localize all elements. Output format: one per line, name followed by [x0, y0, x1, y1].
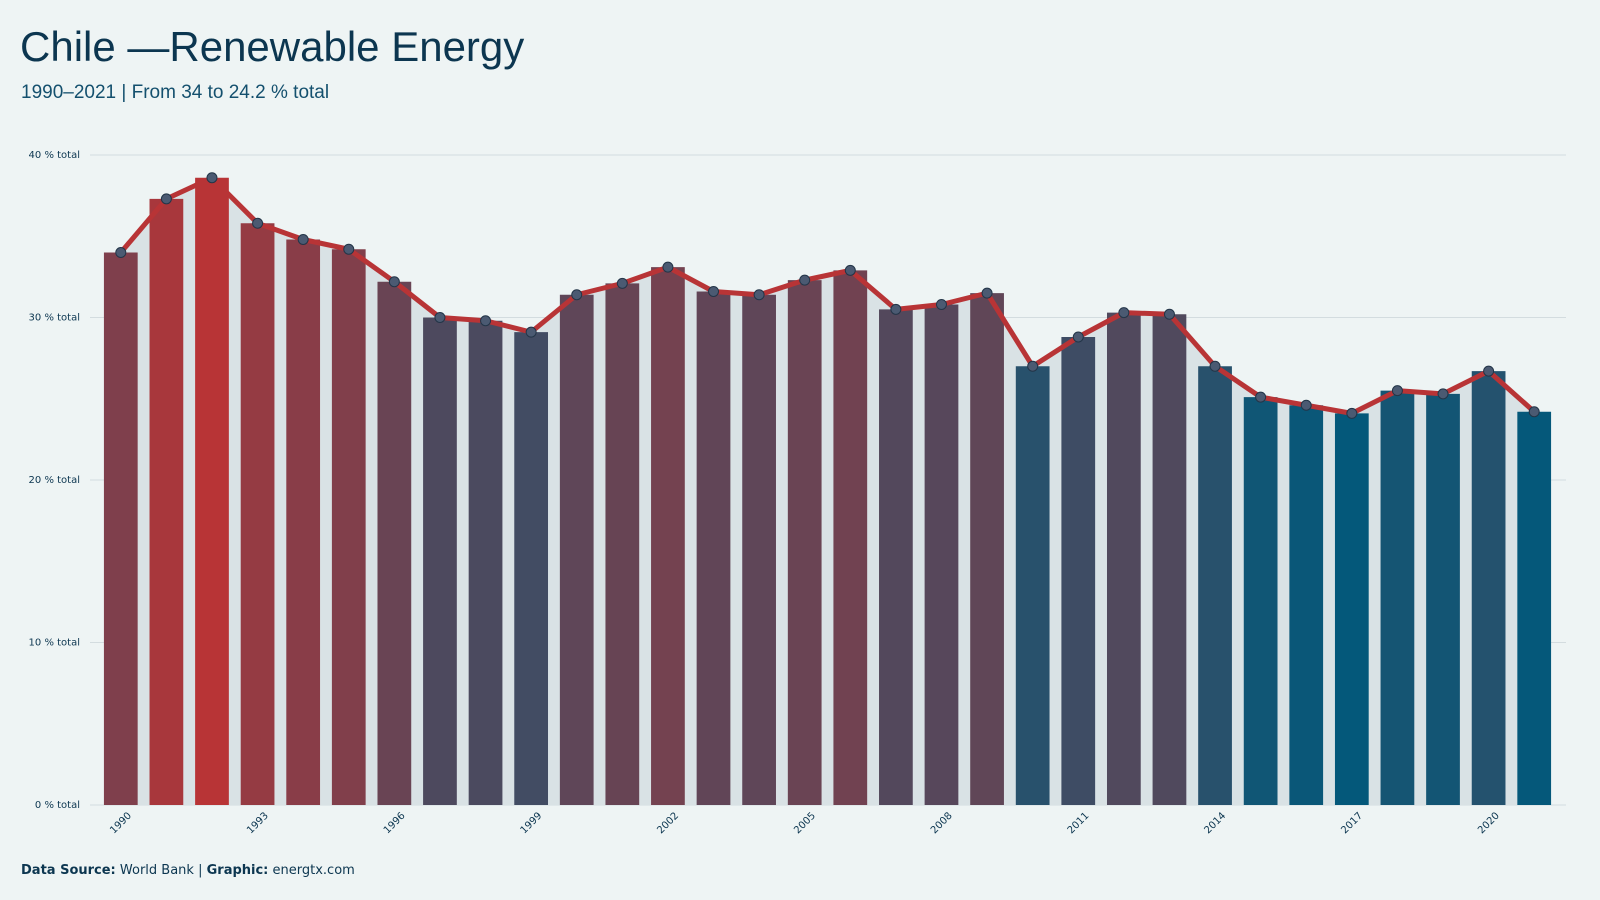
- bar: [1015, 366, 1050, 805]
- bar: [1380, 390, 1415, 805]
- bar: [833, 270, 868, 805]
- bar: [742, 294, 776, 805]
- point: [1483, 365, 1495, 377]
- point: [1163, 308, 1175, 320]
- graphic-label: Graphic:: [207, 863, 269, 878]
- source-label: Data Source:: [21, 863, 116, 878]
- chart-subtitle: 1990–2021 | From 34 to 24.2 % total: [21, 82, 329, 103]
- point: [981, 287, 993, 299]
- y-tick-label: 40 % total: [29, 150, 80, 161]
- point: [616, 277, 628, 289]
- bar: [331, 249, 366, 805]
- point: [1209, 360, 1221, 372]
- bar: [1198, 366, 1232, 805]
- bar: [149, 198, 184, 805]
- bar: [970, 293, 1004, 805]
- bar: [468, 320, 503, 805]
- bar: [1426, 393, 1460, 805]
- point: [297, 234, 309, 245]
- point: [388, 276, 400, 288]
- point: [1528, 406, 1540, 418]
- point: [1300, 399, 1312, 411]
- point: [1027, 360, 1039, 372]
- bar: [1289, 405, 1324, 805]
- point: [1391, 385, 1403, 397]
- bar: [1061, 337, 1096, 805]
- point: [1346, 407, 1358, 419]
- point: [206, 172, 218, 184]
- point: [753, 289, 765, 301]
- point: [799, 274, 811, 286]
- bar: [240, 223, 275, 805]
- bar: [1152, 314, 1187, 805]
- y-tick-label: 10 % total: [29, 638, 80, 649]
- bar: [924, 304, 959, 805]
- point: [844, 264, 856, 276]
- bar: [514, 332, 549, 805]
- point: [1437, 388, 1449, 400]
- y-tick-label: 30 % total: [29, 313, 80, 324]
- source: World Bank |: [120, 863, 203, 878]
- bar: [879, 309, 913, 805]
- bar: [651, 267, 685, 805]
- footer: Data Source: World Bank | Graphic: energ…: [21, 863, 355, 878]
- point: [525, 326, 537, 338]
- bar: [1106, 312, 1141, 805]
- point: [434, 312, 446, 323]
- point: [480, 315, 492, 327]
- bar: [696, 291, 731, 805]
- point: [343, 243, 355, 255]
- bar: [1517, 411, 1552, 805]
- bar: [1471, 371, 1506, 805]
- point: [252, 217, 264, 229]
- bar: [286, 239, 321, 805]
- y-tick-label: 20 % total: [29, 475, 80, 486]
- point: [1118, 307, 1130, 319]
- bar: [1334, 413, 1369, 805]
- line: [118, 175, 1536, 416]
- chart-title: Chile —Renewable Energy: [20, 23, 524, 70]
- bar: [787, 280, 822, 805]
- point: [115, 247, 127, 258]
- point: [935, 299, 947, 310]
- point: [708, 286, 720, 297]
- point: [1255, 391, 1267, 403]
- graphic: energtx.com: [273, 863, 355, 878]
- bar: [377, 281, 412, 805]
- point: [160, 193, 172, 205]
- bar: [605, 283, 640, 805]
- point: [890, 303, 902, 315]
- point: [1072, 331, 1084, 343]
- bar: [195, 177, 229, 805]
- bar: [1243, 397, 1278, 805]
- point: [662, 261, 674, 273]
- y-tick-label: 0 % total: [35, 800, 80, 811]
- bar: [423, 317, 457, 805]
- bar: [559, 294, 594, 805]
- bar: [103, 252, 138, 805]
- point: [571, 289, 583, 301]
